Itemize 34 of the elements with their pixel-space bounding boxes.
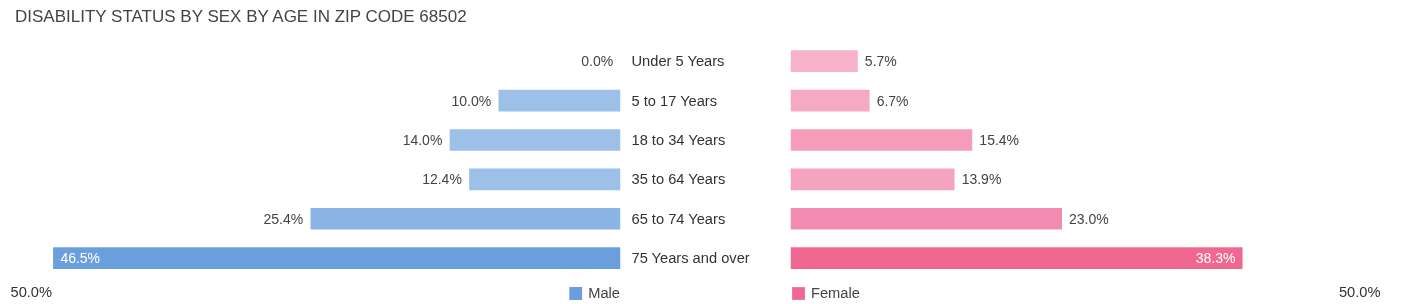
data-label: 13.9% (961, 171, 1002, 188)
data-label: 25.4% (263, 210, 304, 227)
bar (449, 129, 621, 151)
data-label: 15.4% (979, 131, 1020, 148)
y-tick-label: 75 Years and over (631, 250, 750, 267)
legend-label: Male (588, 285, 620, 301)
data-label: 23.0% (1069, 210, 1109, 227)
data-label: 5.7% (864, 53, 897, 70)
data-label: 0.0% (581, 53, 614, 70)
bar (310, 207, 621, 230)
data-label: 14.0% (402, 131, 443, 148)
y-tick-label: 65 to 74 Years (631, 210, 726, 227)
y-tick-label: 5 to 17 Years (631, 92, 718, 109)
y-tick-label: Under 5 Years (631, 53, 725, 70)
bar (469, 168, 621, 191)
y-tick-label: 35 to 64 Years (631, 171, 726, 188)
bar (790, 207, 1062, 230)
data-label: 6.7% (876, 92, 909, 109)
legend-label: Female (811, 285, 860, 301)
bar (498, 89, 621, 112)
y-tick-label: 18 to 34 Years (631, 131, 726, 148)
text: 50.0% (10, 283, 53, 300)
bar (790, 89, 870, 112)
data-label: 38.3% (1195, 250, 1236, 267)
text: 50.0% (1338, 283, 1381, 300)
data-label: 12.4% (422, 171, 462, 188)
data-label: 46.5% (60, 250, 101, 267)
data-label: 10.0% (451, 92, 492, 109)
bar (53, 247, 621, 269)
bar (790, 168, 955, 191)
bar (790, 50, 858, 73)
bar (790, 247, 1243, 269)
chart-title: DISABILITY STATUS BY SEX BY AGE IN ZIP CODE 68502 (15, 6, 467, 28)
bar (790, 129, 973, 151)
